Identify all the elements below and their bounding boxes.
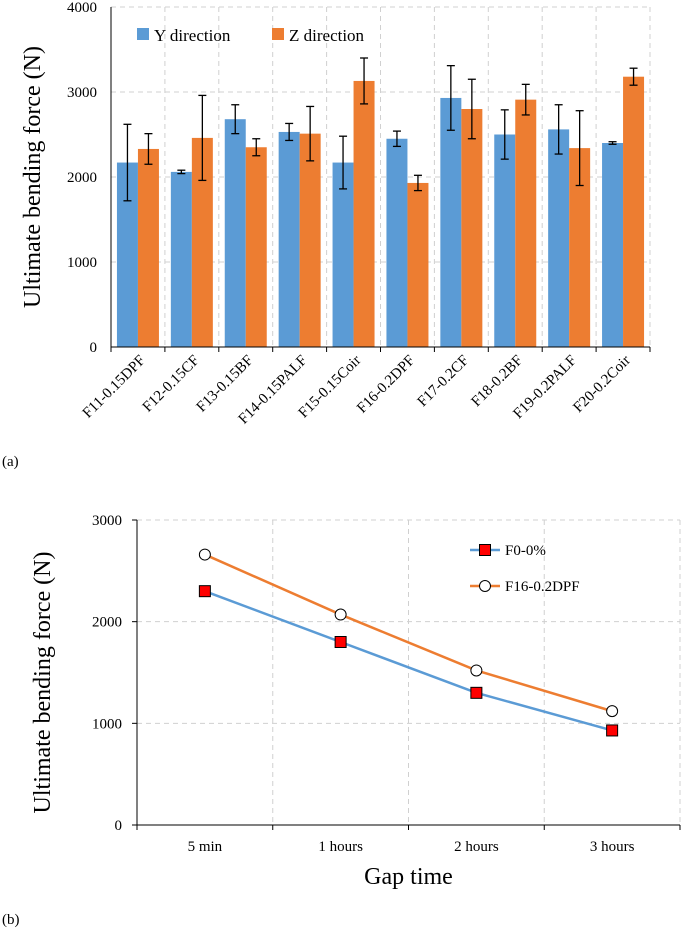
y-tick-label-a: 4000: [67, 0, 97, 16]
bar-z-direction: [191, 137, 213, 347]
y-axis-title-a: Ultimate bending force (N): [20, 46, 46, 308]
x-tick-label-a: F20-0.2Coir: [570, 353, 633, 416]
x-tick-label-b: 2 hours: [454, 839, 499, 855]
legend-marker-f0: [479, 544, 491, 556]
series-line-f0: [204, 589, 613, 732]
bar-y-direction: [224, 119, 246, 347]
x-tick-label-a: F16-0.2DPF: [354, 353, 418, 417]
bar-z-direction: [407, 182, 429, 347]
x-tick-label-b: 5 min: [188, 839, 223, 855]
data-point-f0: [470, 686, 483, 699]
bar-y-direction: [332, 162, 354, 347]
y-tick-label-b: 1000: [92, 716, 122, 732]
bar-y-direction: [548, 129, 570, 347]
series-line-f16: [204, 553, 613, 713]
legend-label-b: F16-0.2DPF: [505, 579, 580, 595]
bar-z-direction: [623, 76, 645, 347]
bar-z-direction: [137, 148, 159, 347]
data-point-f0: [198, 585, 211, 598]
data-point-f16: [606, 705, 619, 718]
legend-swatch-a: [137, 28, 149, 40]
bar-z-direction: [299, 133, 321, 347]
y-tick-label-a: 0: [90, 340, 98, 356]
bar-y-direction: [494, 134, 516, 347]
y-tick-label-b: 3000: [92, 513, 122, 529]
x-tick-label-a: F11-0.15DPF: [80, 353, 149, 422]
data-point-f16: [334, 608, 347, 621]
bar-y-direction: [170, 171, 192, 347]
x-tick-label-b: 1 hours: [318, 839, 363, 855]
x-axis-title-b: Gap time: [364, 864, 453, 890]
bar-y-direction: [278, 131, 300, 347]
bar-z-direction: [353, 80, 375, 347]
bar-z-direction: [461, 109, 483, 347]
y-tick-label-a: 3000: [67, 85, 97, 101]
bar-z-direction: [569, 148, 591, 347]
x-tick-label-a: F12-0.15CF: [140, 353, 203, 416]
legend-marker-f16: [479, 580, 491, 592]
bar-y-direction: [116, 162, 138, 347]
line-chart-panel-b: 0 1000 2000 3000 5 min 1 hours 2 hours 3 hours U…: [2, 513, 681, 928]
y-tick-label-a: 2000: [67, 170, 97, 186]
y-axis-title-b: Ultimate bending force (N): [30, 552, 56, 814]
bar-y-direction: [386, 138, 408, 347]
legend-label-b: F0-0%: [505, 543, 546, 559]
panel-label-b: (b): [2, 912, 20, 928]
x-tick-label-a: F18-0.2BF: [468, 353, 526, 411]
x-tick-label-b: 3 hours: [590, 839, 635, 855]
data-point-f0: [334, 636, 347, 648]
x-tick-label-a: F17-0.2CF: [415, 353, 473, 411]
legend-label-a: Y direction: [154, 26, 231, 45]
bar-z-direction: [515, 99, 537, 348]
data-point-f0: [606, 724, 619, 737]
y-tick-label-b: 2000: [92, 615, 122, 631]
bar-y-direction: [440, 97, 462, 347]
y-tick-label-a: 1000: [67, 255, 97, 271]
panel-label-a: (a): [2, 454, 19, 470]
y-tick-label-b: 0: [115, 818, 123, 834]
legend-label-a: Z direction: [289, 26, 365, 45]
data-point-f16: [198, 548, 211, 561]
data-point-f16: [470, 664, 483, 677]
legend-swatch-a: [272, 28, 284, 40]
bar-y-direction: [602, 143, 624, 347]
bar-z-direction: [245, 147, 267, 347]
